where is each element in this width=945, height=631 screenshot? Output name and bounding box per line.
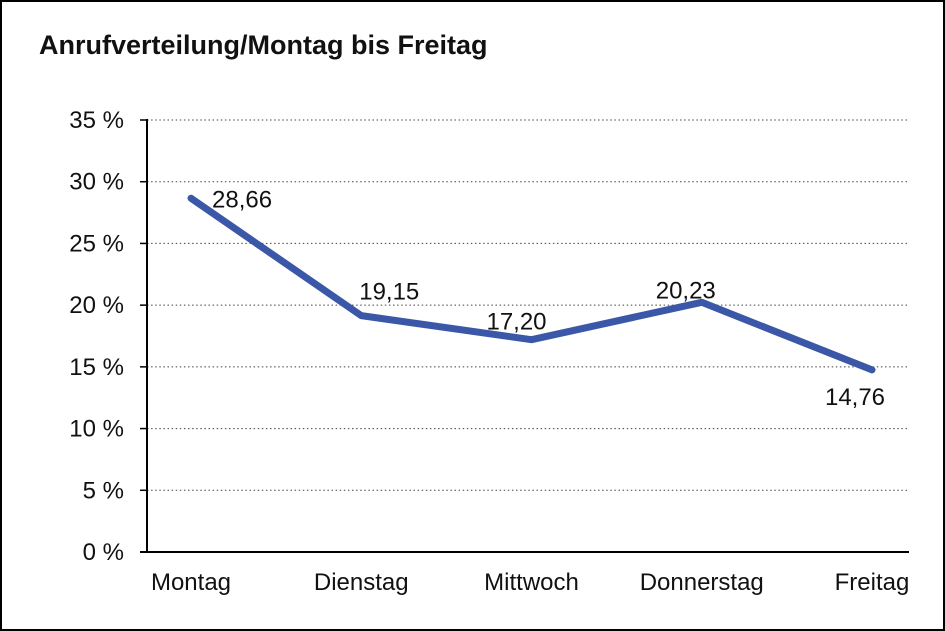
y-tick-label: 5 % bbox=[83, 477, 124, 504]
x-category-label: Dienstag bbox=[314, 569, 409, 596]
x-category-label: Mittwoch bbox=[484, 569, 579, 596]
y-tick-label: 35 % bbox=[69, 107, 124, 134]
data-point-label: 17,20 bbox=[486, 309, 546, 336]
y-tick-label: 0 % bbox=[83, 539, 124, 566]
x-category-label: Freitag bbox=[835, 569, 910, 596]
data-point-label: 14,76 bbox=[825, 384, 885, 411]
chart-title: Anrufverteilung/Montag bis Freitag bbox=[39, 30, 488, 60]
x-category-label: Montag bbox=[151, 569, 231, 596]
y-tick-label: 10 % bbox=[69, 416, 124, 443]
x-category-label: Donnerstag bbox=[640, 569, 764, 596]
y-tick-label: 25 % bbox=[69, 230, 124, 257]
y-tick-label: 15 % bbox=[69, 354, 124, 381]
data-point-label: 19,15 bbox=[359, 279, 419, 306]
data-point-label: 20,23 bbox=[656, 277, 716, 304]
data-point-label: 28,66 bbox=[212, 186, 272, 213]
y-tick-label: 30 % bbox=[69, 169, 124, 196]
data-series-line bbox=[187, 194, 876, 374]
y-tick-label: 20 % bbox=[69, 292, 124, 319]
